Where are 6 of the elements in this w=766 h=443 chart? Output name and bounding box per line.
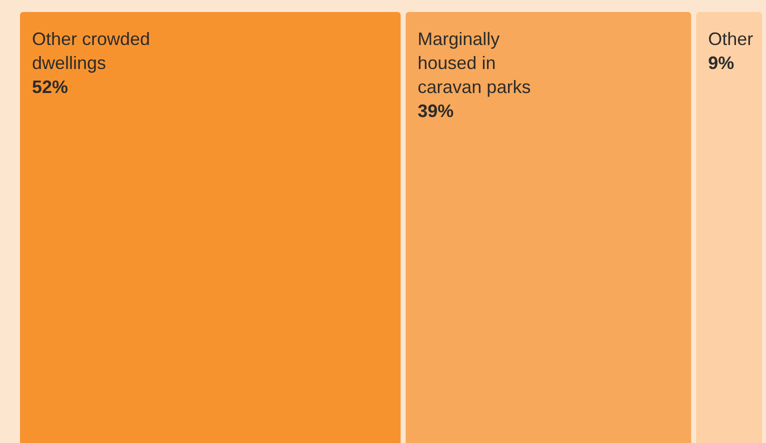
data-label: 52% (32, 77, 68, 97)
category-label: Marginally housed in caravan parks (418, 29, 531, 97)
data-label: 39% (418, 101, 454, 121)
category-label: Other (708, 29, 754, 49)
category-label: Other crowded dwellings (32, 29, 150, 73)
data-label: 9% (708, 53, 734, 73)
